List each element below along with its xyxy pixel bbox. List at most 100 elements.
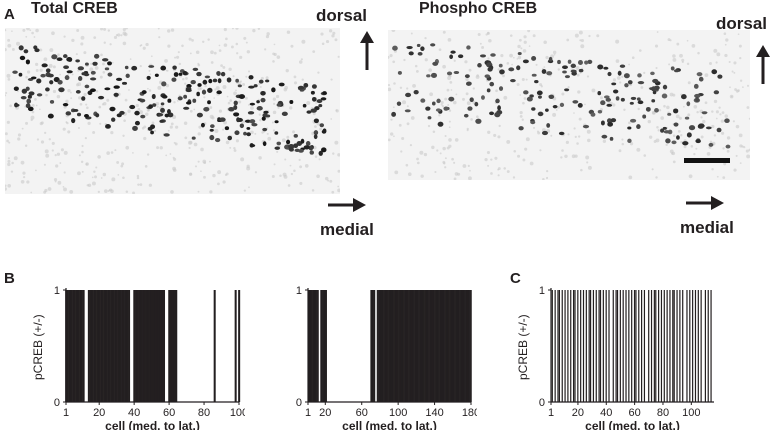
cell-nucleus: [427, 116, 432, 120]
cell-bar: [73, 290, 76, 402]
cell-nucleus: [164, 113, 170, 118]
cell-nucleus: [650, 71, 655, 76]
cell-nucleus: [523, 90, 529, 95]
cell-bar: [159, 290, 162, 402]
cell-bar: [655, 290, 657, 402]
cell-nucleus: [681, 94, 687, 100]
cell-bar: [376, 290, 378, 402]
cell-bar: [561, 290, 563, 402]
cell-nucleus: [489, 81, 495, 87]
cell-nucleus: [217, 78, 222, 84]
cell-bar: [456, 290, 459, 402]
cell-nucleus: [27, 94, 32, 99]
cell-bar: [373, 290, 375, 402]
cell-bar: [619, 290, 621, 402]
cell-nucleus: [686, 101, 691, 107]
cell-nucleus: [552, 104, 558, 109]
cell-bar: [409, 290, 411, 402]
cell-nucleus: [71, 117, 76, 124]
cell-nucleus: [216, 90, 222, 95]
cell-nucleus: [167, 98, 172, 103]
cell-nucleus: [453, 70, 460, 75]
y-tick-label: 0: [54, 397, 60, 409]
x-tick-label: 180: [462, 407, 477, 419]
x-tick-label: 1: [548, 407, 554, 419]
cell-bar: [676, 290, 678, 402]
x-axis-label: cell (med. to lat.): [585, 419, 680, 430]
cell-nucleus: [696, 72, 703, 77]
cell-nucleus: [603, 95, 610, 99]
phospho-creb-image: [388, 30, 750, 180]
cell-bar: [112, 290, 115, 402]
cell-nucleus: [84, 84, 90, 89]
cell-nucleus: [495, 98, 500, 104]
cell-nucleus: [435, 108, 441, 112]
cell-bar: [413, 290, 415, 402]
cell-bar: [128, 290, 131, 402]
cell-bar: [101, 290, 104, 402]
cell-bar: [551, 290, 553, 402]
cell-nucleus: [475, 118, 482, 124]
cell-bar: [412, 290, 414, 402]
x-tick-label: 60: [629, 407, 641, 419]
cell-nucleus: [278, 82, 285, 87]
cell-nucleus: [708, 142, 714, 147]
cell-bar: [394, 290, 397, 402]
cell-nucleus: [84, 114, 89, 118]
cell-nucleus: [716, 127, 722, 133]
cell-nucleus: [484, 74, 491, 79]
cell-nucleus: [163, 133, 170, 137]
cell-nucleus: [19, 55, 26, 61]
cell-nucleus: [140, 114, 146, 119]
cell-nucleus: [536, 90, 543, 96]
cell-nucleus: [481, 95, 485, 100]
cell-bar: [425, 290, 427, 402]
x-tick-label: 1: [63, 407, 69, 419]
cell-bar: [89, 290, 92, 402]
cell-nucleus: [541, 69, 547, 74]
cell-nucleus: [167, 108, 171, 115]
cell-nucleus: [661, 93, 668, 99]
cell-bar: [378, 290, 380, 402]
cell-bar: [105, 290, 108, 402]
cell-nucleus: [645, 106, 651, 112]
cell-bar: [444, 290, 446, 402]
cell-nucleus: [26, 98, 32, 104]
cell-bar: [110, 290, 113, 402]
cell-bar: [133, 290, 136, 402]
cell-bar: [371, 290, 373, 402]
cell-nucleus: [226, 77, 232, 83]
cell-nucleus: [516, 65, 521, 71]
cell-nucleus: [601, 134, 608, 139]
plot-b-right-svg: 1012060100140180cell (med. to lat.): [296, 285, 477, 430]
cell-nucleus: [498, 86, 504, 91]
cell-nucleus: [84, 62, 89, 66]
cell-nucleus: [248, 75, 254, 80]
cell-nucleus: [694, 93, 701, 98]
cell-bar: [140, 290, 143, 402]
cell-nucleus: [486, 88, 491, 93]
cell-bar: [461, 290, 463, 402]
cell-bar: [420, 290, 422, 402]
cell-nucleus: [605, 97, 612, 102]
cell-nucleus: [132, 125, 138, 131]
cell-bar: [615, 290, 617, 402]
x-tick-label: 100: [682, 407, 700, 419]
cell-bar: [612, 290, 614, 402]
cell-bar: [323, 290, 325, 402]
cell-nucleus: [25, 86, 30, 91]
cell-nucleus: [662, 126, 667, 130]
cell-nucleus: [119, 110, 125, 115]
cell-nucleus: [233, 100, 238, 106]
cell-nucleus: [406, 45, 413, 50]
cell-bar: [426, 290, 429, 402]
cell-bar: [117, 290, 120, 402]
cell-nucleus: [570, 69, 577, 73]
cell-nucleus: [212, 78, 218, 83]
cell-nucleus: [600, 100, 606, 106]
cell-bar: [448, 290, 450, 402]
y-tick-label: 1: [296, 285, 302, 297]
cell-nucleus: [534, 79, 539, 84]
cell-nucleus: [617, 70, 622, 76]
cell-nucleus: [667, 112, 672, 116]
